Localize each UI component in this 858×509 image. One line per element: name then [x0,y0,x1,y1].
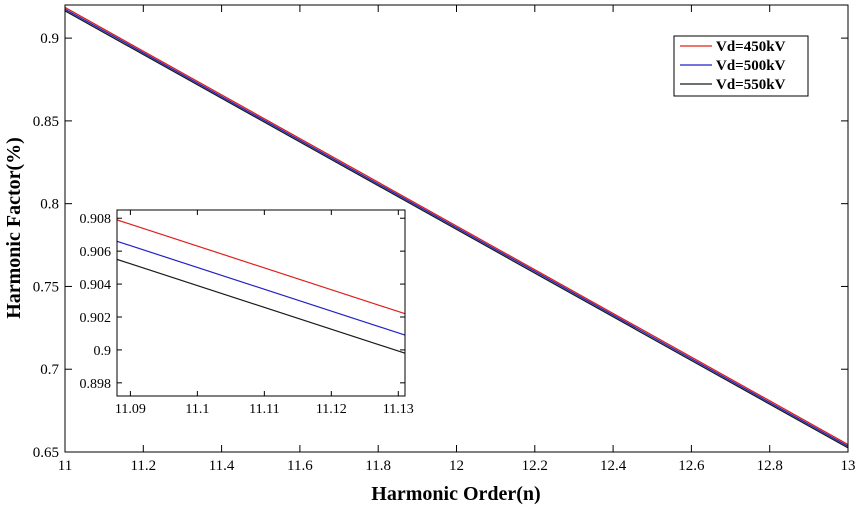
legend-label-2: Vd=500kV [716,58,786,74]
main-x-tick-label: 12.4 [600,458,627,474]
main-x-tick-label: 12.2 [522,458,548,474]
inset-x-tick-label: 11.12 [316,402,347,417]
inset-plot-frame [116,209,406,397]
inset-y-tick-label: 0.908 [80,212,112,227]
x-axis-label: Harmonic Order(n) [371,483,540,505]
y-axis-label: Harmonic Factor(%) [3,137,25,319]
inset-series-line-2 [116,240,406,336]
inset-x-tick-label: 11.09 [115,402,146,417]
inset-background [117,210,405,396]
inset-plot: 11.09 11.1 11.11 11.12 11.13 0.8980.90.9020.… [80,209,414,417]
main-series-line-1 [64,6,849,446]
main-x-ticks: 11 11.2 11.4 11.6 11.8 12 12.2 12.4 12.6 12.8 13 [58,5,856,474]
legend-items: Vd=450kV Vd=500kV Vd=550kV [680,39,786,93]
main-y-tick-label: 0.65 [33,445,59,461]
legend-label-1: Vd=450kV [716,39,786,55]
main-x-tick-label: 11.2 [130,458,156,474]
main-x-tick-label: 11.4 [209,458,235,474]
inset-x-tick-label: 11.13 [383,402,414,417]
inset-x-tick-label: 11.1 [185,402,209,417]
main-y-tick-label: 0.75 [33,279,59,295]
main-series-line-2 [64,8,849,447]
inset-y-ticks: 0.898 0.9 0.902 0.904 0.906 0.908 [80,212,405,392]
main-y-tick-label: 0.8 [40,197,59,213]
main-series-line-3 [64,10,849,449]
main-y-tick-label: 0.85 [33,114,59,130]
legend-label-3: Vd=550kV [716,77,786,93]
inset-y-tick-label: 0.902 [80,311,112,326]
main-x-tick-label: 12.8 [757,458,783,474]
inset-y-tick-label: 0.898 [80,377,112,392]
main-x-tick-label: 12.6 [678,458,705,474]
main-x-tick-label: 11 [58,458,72,474]
main-x-tick-label: 11.6 [287,458,313,474]
main-series-lines [64,6,849,449]
inset-y-tick-label: 0.9 [94,344,112,359]
inset-x-ticks: 11.09 11.1 11.11 11.12 11.13 [115,210,414,417]
main-y-tick-label: 0.7 [40,362,59,378]
inset-series-lines [116,219,406,354]
legend: Vd=450kV Vd=500kV Vd=550kV [673,35,809,97]
main-plot: 11 11.2 11.4 11.6 11.8 12 12.2 12.4 12.6 12.8 13 0… [3,4,856,505]
main-y-ticks: 0.65 0.7 0.75 0.8 0.85 0.9 [33,31,848,461]
inset-x-tick-label: 11.11 [249,402,279,417]
main-x-tick-label: 13 [841,458,856,474]
inset-series-line-1 [116,219,406,315]
inset-y-tick-label: 0.906 [80,245,112,260]
inset-series-line-3 [116,258,406,354]
main-x-tick-label: 12 [449,458,464,474]
inset-y-tick-label: 0.904 [80,278,112,293]
main-y-tick-label: 0.9 [40,31,59,47]
main-x-tick-label: 11.8 [365,458,391,474]
